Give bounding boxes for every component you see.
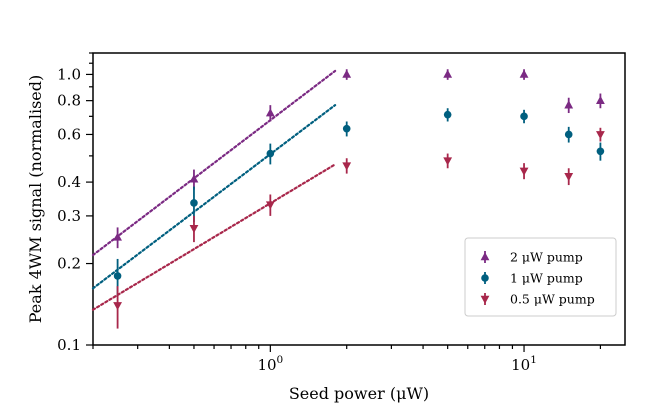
data-point-series-1	[443, 69, 453, 80]
point-marker	[113, 272, 122, 280]
data-point-series-3	[443, 153, 453, 169]
y-tick-label: 0.3	[57, 207, 81, 225]
point-marker	[342, 162, 352, 171]
y-axis-ticks: 0.1 0.2 0.3 0.4 0.6 0.8 1.0	[57, 52, 93, 354]
legend-marker	[481, 274, 489, 282]
point-marker	[265, 201, 275, 210]
data-point-series-3	[596, 127, 605, 142]
point-marker	[113, 232, 122, 241]
data-point-series-1	[519, 69, 529, 80]
legend-marker	[480, 295, 490, 304]
y-tick-label: 0.6	[57, 125, 81, 143]
data-point-series-1	[189, 169, 199, 190]
point-marker	[265, 108, 275, 117]
fit-line-series-2	[91, 104, 337, 290]
point-marker	[596, 131, 605, 140]
data-point-series-3	[189, 215, 199, 243]
point-marker	[596, 147, 605, 156]
data-point-series-2	[342, 121, 351, 137]
legend-entry-series-3: 0.5 μW pump	[480, 292, 595, 307]
fit-line-series-3	[91, 163, 337, 311]
point-marker	[443, 157, 453, 166]
x-tick-label: 101	[511, 354, 537, 374]
data-point-series-1	[342, 69, 352, 80]
data-point-series-2	[520, 109, 528, 124]
legend-label: 0.5 μW pump	[510, 292, 595, 307]
point-marker	[596, 95, 605, 104]
y-tick-label: 1.0	[57, 65, 81, 83]
point-marker	[519, 69, 529, 78]
data-point-series-1	[113, 227, 122, 249]
point-marker	[443, 110, 452, 119]
legend-box	[464, 237, 617, 317]
data-point-series-2	[564, 126, 573, 143]
data-point-series-1	[265, 105, 275, 122]
point-marker	[342, 124, 351, 133]
y-tick-label: 0.4	[57, 173, 81, 191]
point-marker	[342, 69, 352, 78]
plot-frame	[92, 52, 626, 346]
point-marker	[564, 100, 574, 109]
data-point-series-3	[265, 194, 275, 216]
point-marker	[189, 174, 199, 183]
data-points	[113, 69, 605, 329]
point-marker	[113, 302, 122, 311]
y-tick-label: 0.8	[57, 92, 81, 110]
y-axis-label: Peak 4WM signal (normalised)	[26, 75, 45, 323]
legend-label: 2 μW pump	[510, 250, 583, 265]
legend-label: 1 μW pump	[510, 271, 583, 286]
point-marker	[189, 224, 199, 234]
point-marker	[564, 173, 574, 182]
point-marker	[520, 112, 528, 121]
point-marker	[190, 199, 198, 207]
data-point-series-2	[596, 142, 605, 161]
data-point-series-1	[564, 97, 574, 114]
data-point-series-2	[266, 143, 275, 165]
point-marker	[564, 130, 573, 139]
y-tick-label: 0.2	[57, 255, 81, 273]
legend-marker	[480, 252, 490, 261]
point-marker	[519, 167, 529, 176]
legend: 2 μW pump 1 μW pump 0.5 μW pump	[464, 237, 617, 317]
legend-entry-series-2: 1 μW pump	[481, 271, 583, 286]
data-point-series-3	[113, 286, 122, 329]
data-point-series-3	[564, 168, 574, 186]
x-axis-ticks: 100 101	[92, 345, 602, 374]
data-point-series-3	[342, 158, 352, 174]
x-axis-label: Seed power (μW)	[289, 384, 429, 403]
fit-lines	[91, 69, 337, 311]
point-marker	[443, 69, 453, 78]
data-point-series-1	[596, 93, 605, 109]
data-point-series-2	[443, 108, 452, 122]
legend-entry-series-1: 2 μW pump	[480, 250, 583, 265]
fit-line-series-1	[91, 69, 337, 257]
point-marker	[266, 149, 275, 158]
x-tick-label: 100	[257, 354, 283, 374]
data-point-series-3	[519, 163, 529, 180]
y-tick-label: 0.1	[57, 336, 81, 354]
